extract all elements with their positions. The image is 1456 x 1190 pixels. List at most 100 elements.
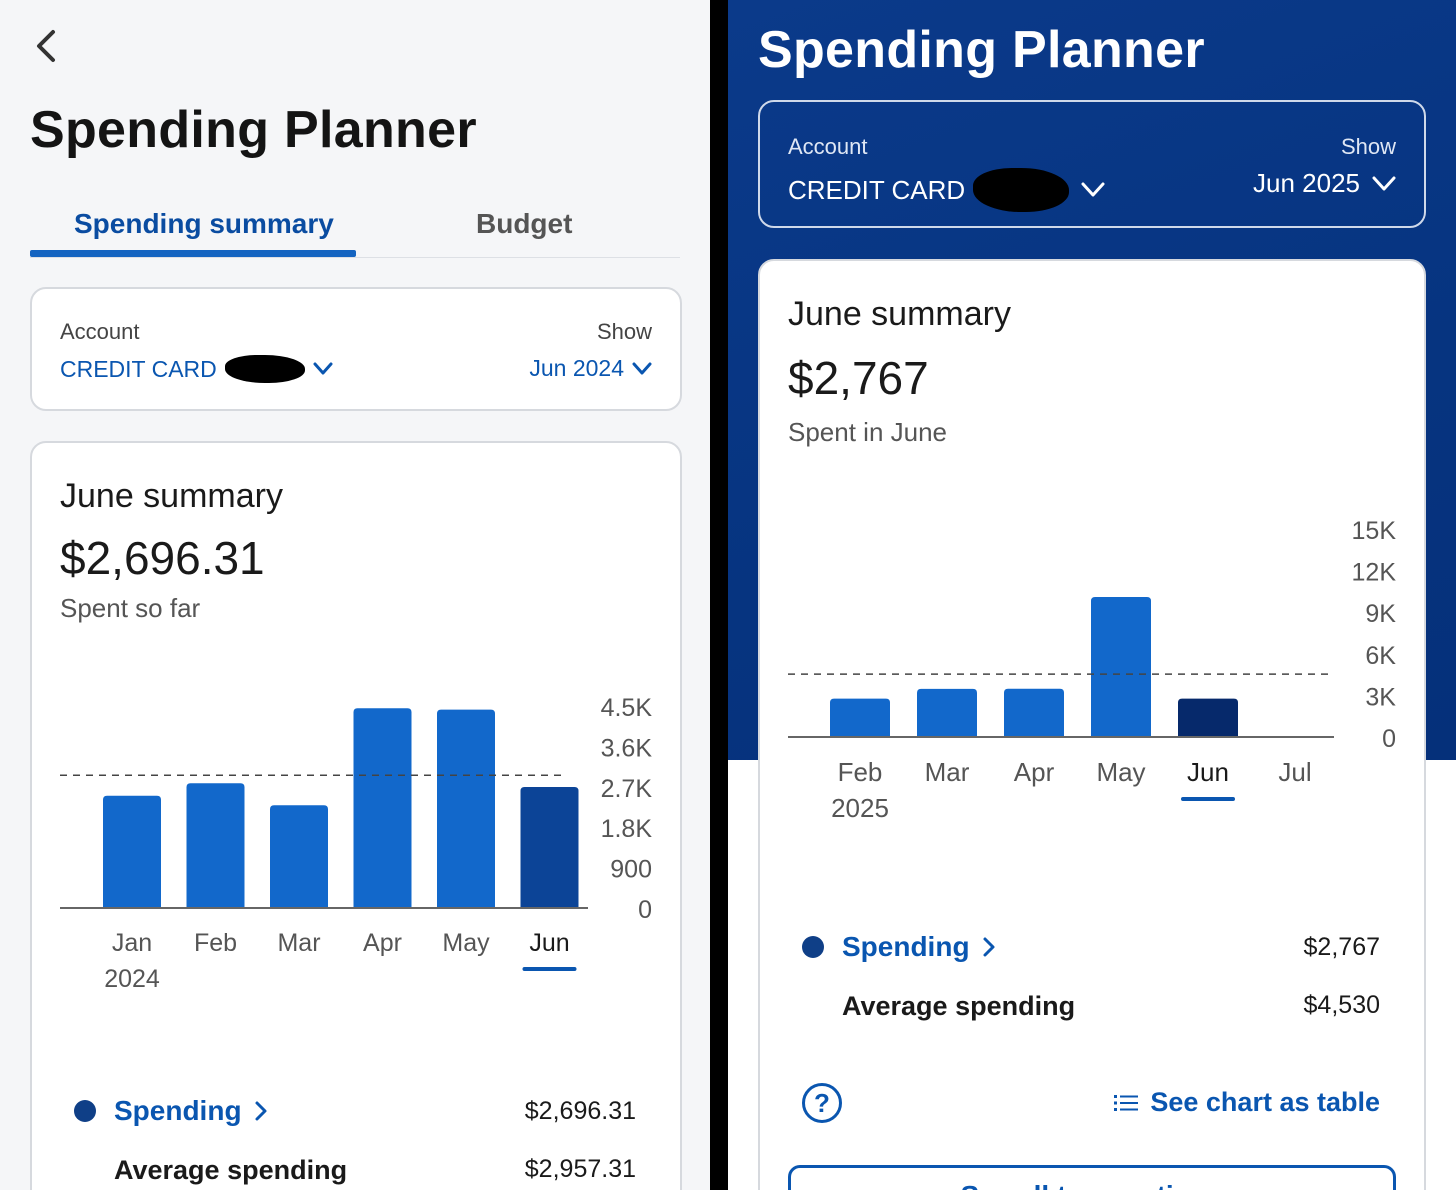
selected-month-indicator <box>522 967 577 971</box>
spending-link[interactable]: Spending <box>842 931 996 963</box>
chevron-right-icon <box>255 1101 267 1121</box>
y-tick-label: 4.5K <box>601 694 653 722</box>
account-selector-card: Account Show CREDIT CARD Jun 2024 <box>30 287 682 411</box>
bar-jun <box>520 786 579 908</box>
show-label: Show <box>596 319 652 344</box>
tab-budget[interactable]: Budget <box>476 208 573 239</box>
bar-mar <box>270 805 328 908</box>
x-tick-label: Apr <box>363 929 402 957</box>
redaction-mark <box>224 355 305 383</box>
see-chart-as-table-link[interactable]: See chart as table <box>1114 1087 1380 1118</box>
x-tick-label: Mar <box>277 929 320 957</box>
average-spending-value: $4,530 <box>1303 991 1380 1019</box>
x-tick-label: Jul <box>1278 757 1311 787</box>
back-button[interactable] <box>28 26 64 66</box>
y-tick-label: 6K <box>1365 642 1396 670</box>
chevron-right-icon <box>983 937 995 957</box>
y-tick-label: 12K <box>1352 559 1397 587</box>
y-tick-label: 3K <box>1365 683 1396 711</box>
selected-month-indicator <box>1181 797 1235 801</box>
x-tick-label: May <box>442 929 490 957</box>
account-label: Account <box>788 134 868 159</box>
spending-bar-chart: 4.5K 3.6K 2.7K 1.8K 900 0 Jan 2024 Feb Mar Apr May J… <box>60 694 653 993</box>
x-tick-label: Jun <box>529 929 569 957</box>
bar-apr <box>353 708 412 908</box>
y-tick-label: 9K <box>1365 600 1396 628</box>
summary-card: June summary $2,767 Spent in June 15K 12K… <box>758 259 1426 1190</box>
spending-link[interactable]: Spending <box>114 1095 268 1127</box>
y-tick-label: 1.8K <box>601 815 653 843</box>
bar-jun <box>1178 698 1238 737</box>
x-tick-label: Jun <box>1187 757 1229 787</box>
average-spending-label: Average spending <box>842 991 1076 1021</box>
x-tick-sublabel: 2025 <box>831 793 889 823</box>
bar-feb <box>186 783 245 908</box>
period-value: Jun 2025 <box>1253 168 1360 198</box>
list-icon <box>1114 1094 1139 1111</box>
bar-may <box>437 709 495 908</box>
summary-card: June summary $2,696.31 Spent so far 4.5K… <box>30 441 682 1190</box>
period-dropdown[interactable]: Jun 2024 <box>529 355 652 382</box>
left-screen: Spending Planner Spending summary Budget… <box>0 0 710 1190</box>
redaction-mark <box>973 168 1070 212</box>
period-dropdown[interactable]: Jun 2025 <box>1253 168 1396 199</box>
summary-amount: $2,696.31 <box>60 532 265 584</box>
chevron-down-icon <box>1081 182 1105 197</box>
spending-legend-row: Spending <box>74 1095 268 1127</box>
right-screen: Spending Planner Account Show CREDIT CAR… <box>728 0 1456 1190</box>
bar-apr <box>1004 688 1064 737</box>
bar-may <box>1091 596 1151 737</box>
account-label: Account <box>60 319 140 344</box>
y-tick-label: 2.7K <box>601 775 653 803</box>
page-title: Spending Planner <box>30 101 477 159</box>
y-tick-label: 3.6K <box>601 734 653 762</box>
summary-subtitle: Spent so far <box>60 593 201 623</box>
tab-spending-summary[interactable]: Spending summary <box>74 208 334 239</box>
account-dropdown[interactable]: CREDIT CARD <box>60 355 333 383</box>
average-spending-label: Average spending <box>114 1155 348 1185</box>
y-tick-label: 15K <box>1352 517 1397 545</box>
y-tick-label: 0 <box>638 896 652 924</box>
tab-selected-indicator <box>30 250 356 257</box>
x-tick-label: Mar <box>925 757 970 787</box>
x-tick-label: Feb <box>838 757 883 787</box>
spending-link-label: Spending <box>114 1095 242 1126</box>
account-value: CREDIT CARD <box>60 355 217 382</box>
chevron-left-icon <box>37 30 55 62</box>
account-selector-card: Account Show CREDIT CARD Jun 2025 <box>758 100 1426 228</box>
x-tick-label: Apr <box>1014 757 1055 787</box>
chevron-down-icon <box>1372 176 1396 190</box>
account-value: CREDIT CARD <box>788 174 966 205</box>
bar-feb <box>830 698 890 737</box>
bar-mar <box>917 688 977 737</box>
average-spending-value: $2,957.31 <box>524 1155 636 1183</box>
see-chart-as-table-label: See chart as table <box>1150 1087 1380 1117</box>
chevron-down-icon <box>632 362 652 374</box>
x-tick-sublabel: 2024 <box>104 965 160 993</box>
account-dropdown[interactable]: CREDIT CARD <box>788 168 1105 212</box>
period-value: Jun 2024 <box>529 355 624 381</box>
chevron-down-icon <box>313 362 333 375</box>
summary-subtitle: Spent in June <box>788 417 948 447</box>
y-tick-label: 900 <box>610 856 652 884</box>
spending-bar-chart: 15K 12K 9K 6K 3K 0 Feb 2025 Mar Apr May Jun Jul <box>788 517 1397 823</box>
summary-title: June summary <box>788 295 1011 333</box>
spending-legend-row: Spending <box>802 931 996 963</box>
spending-dot-icon <box>74 1100 96 1122</box>
x-tick-label: Feb <box>194 929 237 957</box>
see-all-transactions-button[interactable]: See all transactions <box>788 1165 1396 1190</box>
spending-value: $2,696.31 <box>524 1097 636 1125</box>
summary-title: June summary <box>60 477 283 515</box>
y-tick-label: 0 <box>1382 725 1396 753</box>
tabs-divider <box>30 257 680 258</box>
spending-dot-icon <box>802 936 824 958</box>
x-tick-label: Jan <box>112 929 152 957</box>
help-button[interactable]: ? <box>802 1083 842 1123</box>
bar-jan <box>103 795 161 908</box>
see-all-transactions-label: See all transactions <box>791 1180 1393 1190</box>
summary-amount: $2,767 <box>788 352 929 404</box>
x-tick-label: May <box>1096 757 1145 787</box>
spending-link-label: Spending <box>842 931 970 962</box>
page-title: Spending Planner <box>758 21 1205 79</box>
show-label: Show <box>1340 134 1396 159</box>
